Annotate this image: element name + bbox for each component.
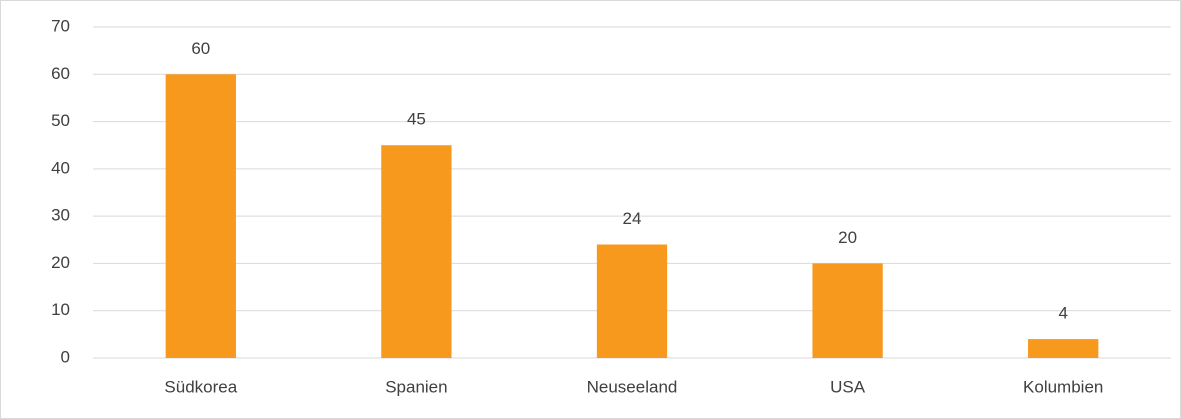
data-label: 60: [191, 39, 210, 58]
y-tick-label: 40: [51, 158, 70, 177]
y-tick-label: 70: [51, 16, 70, 35]
x-tick-label: Kolumbien: [1023, 377, 1103, 396]
y-tick-label: 10: [51, 300, 70, 319]
y-tick-label: 30: [51, 206, 70, 225]
bar: [165, 74, 236, 359]
x-tick-label: Spanien: [385, 377, 447, 396]
x-tick-label: Südkorea: [164, 377, 237, 396]
y-tick-label: 60: [51, 64, 70, 83]
data-label: 4: [1058, 304, 1067, 323]
y-tick-label: 20: [51, 253, 70, 272]
data-label: 24: [623, 209, 642, 228]
bar: [596, 244, 668, 358]
bar: [1028, 339, 1099, 358]
data-label: 45: [407, 110, 426, 129]
x-tick-label: USA: [830, 377, 866, 396]
y-tick-label: 50: [51, 111, 70, 130]
y-tick-label: 0: [61, 347, 70, 366]
bar: [381, 145, 452, 358]
data-label: 20: [838, 228, 857, 247]
x-tick-label: Neuseeland: [587, 377, 678, 396]
bar: [812, 263, 883, 358]
